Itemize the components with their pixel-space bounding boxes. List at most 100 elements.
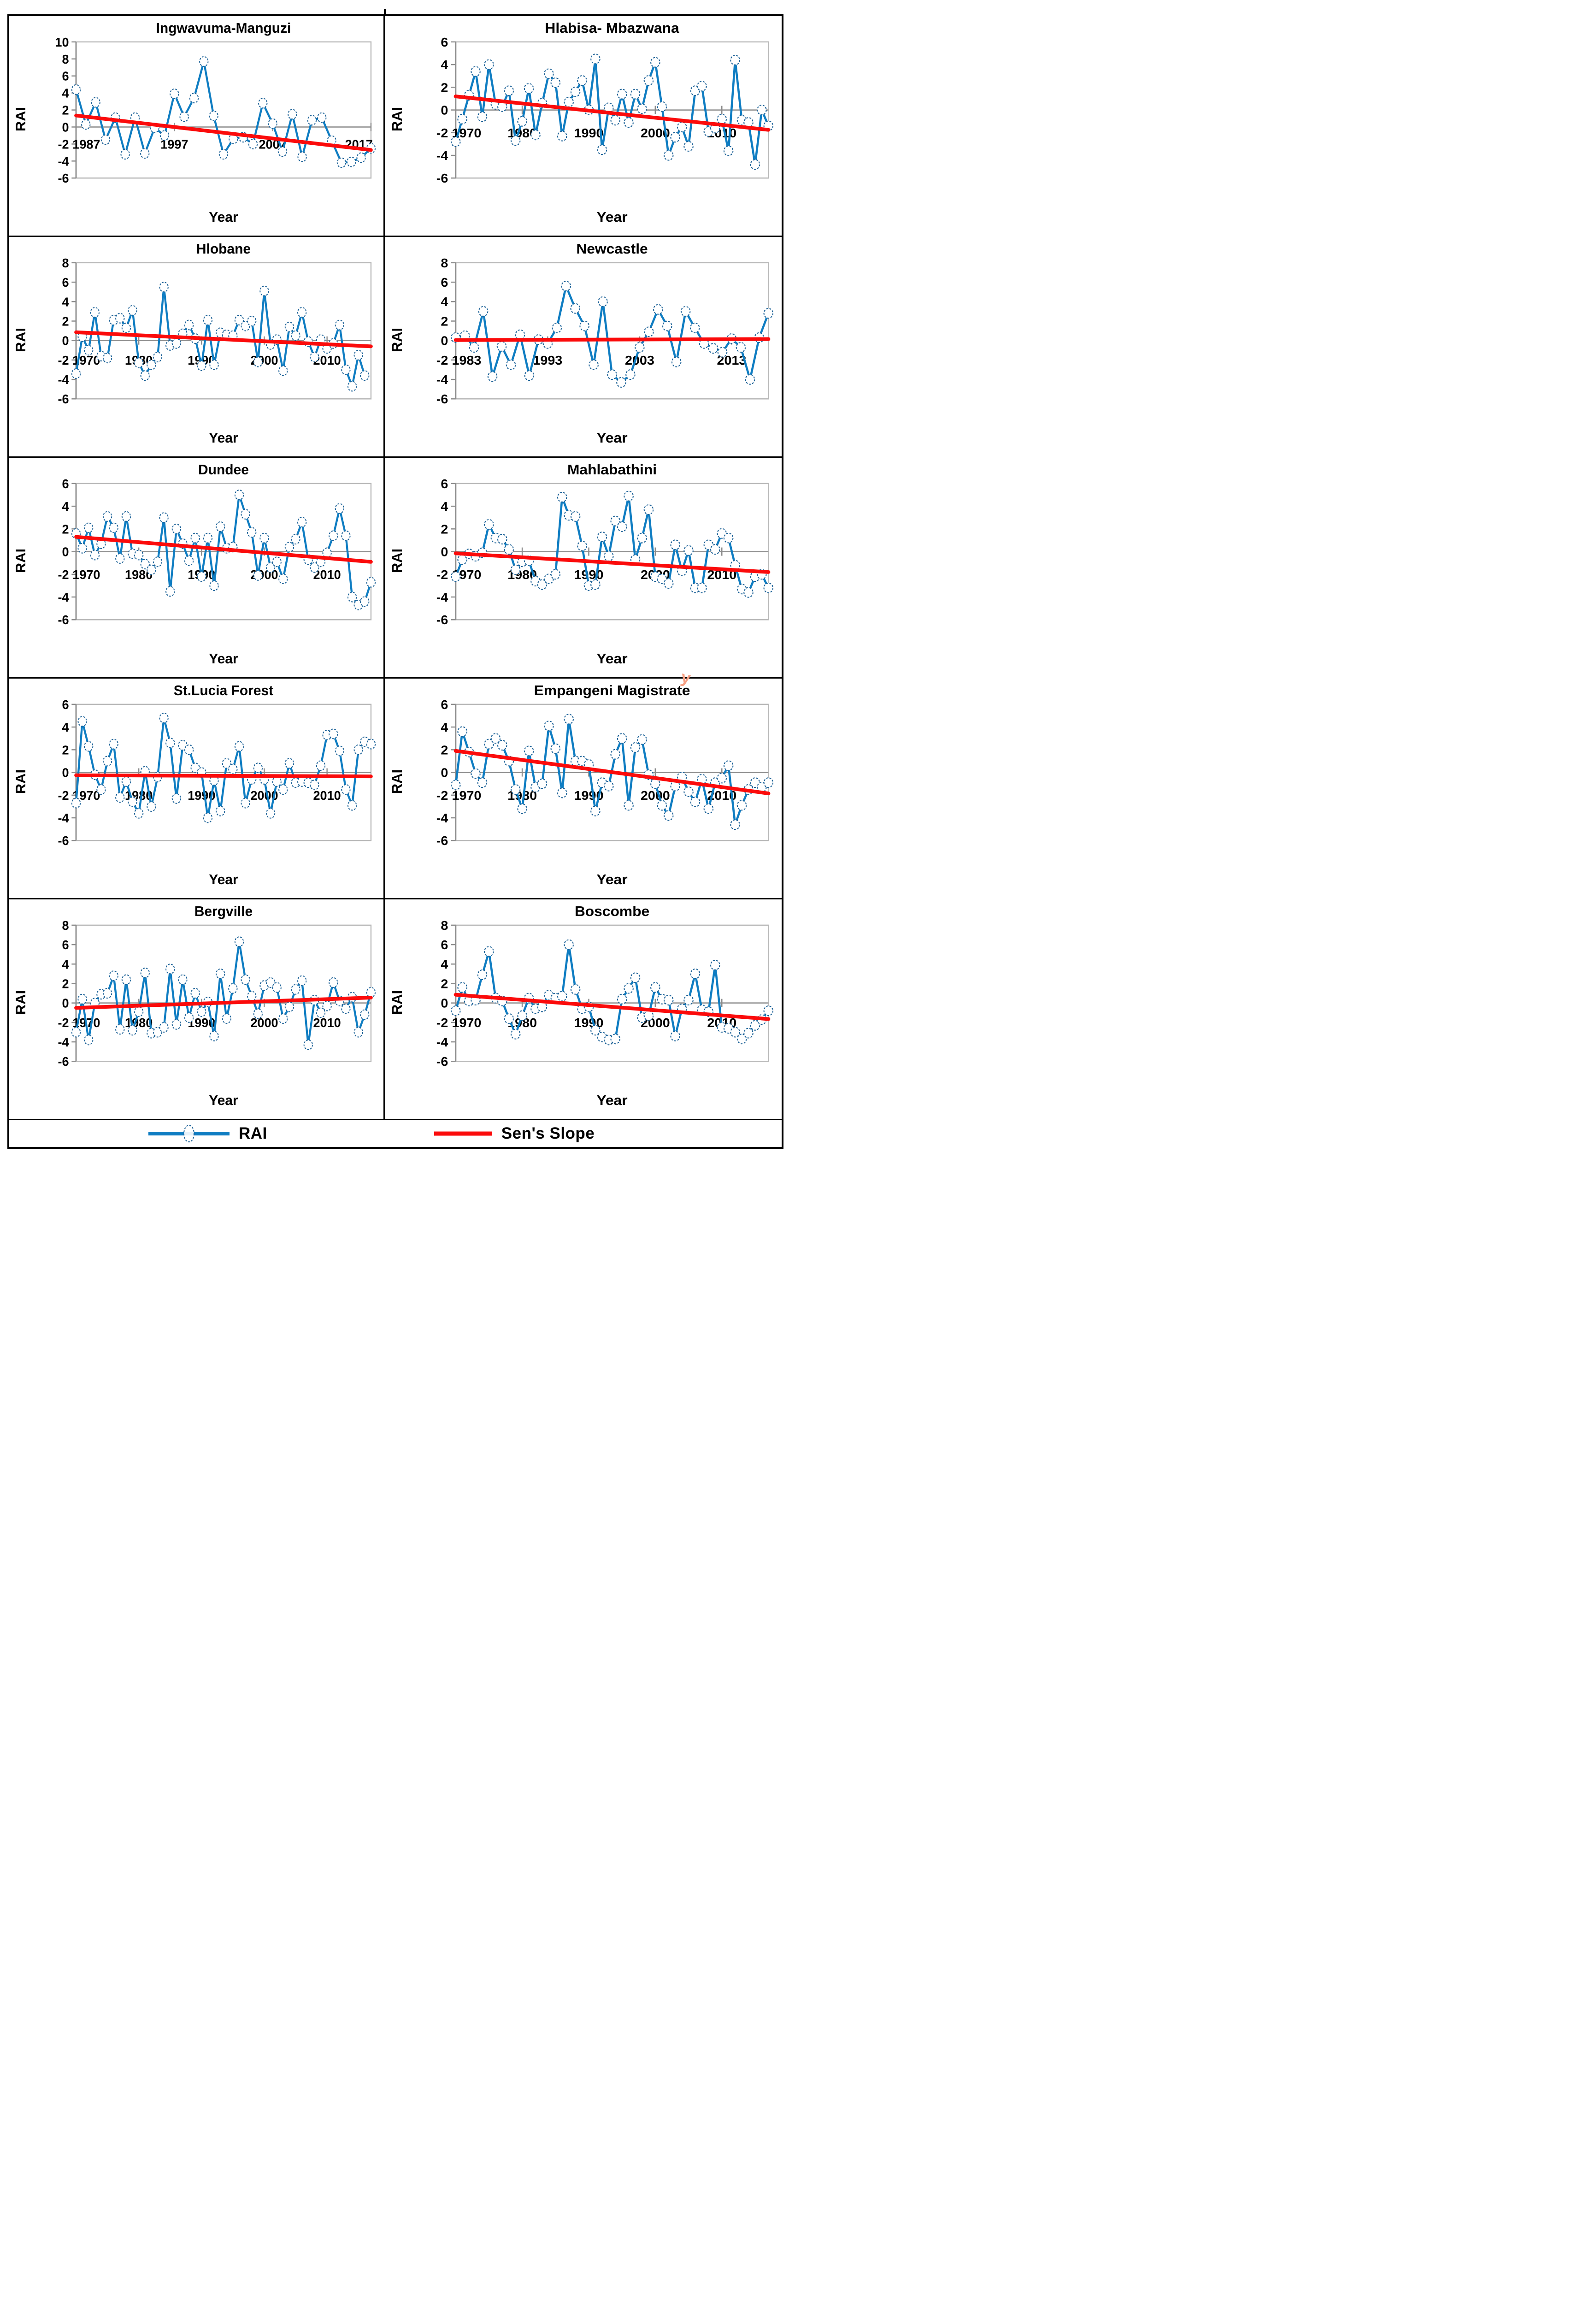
legend-item-rai: RAI	[147, 1123, 267, 1144]
data-point-marker	[115, 1024, 125, 1035]
data-point-marker	[184, 744, 194, 755]
data-point-marker	[487, 371, 498, 382]
data-point-marker	[537, 778, 548, 789]
data-point-marker	[228, 763, 238, 774]
data-point-marker	[153, 1027, 163, 1038]
data-point-marker	[234, 314, 244, 325]
y-tick-label: -4	[58, 1035, 69, 1049]
data-point-marker	[537, 1001, 548, 1012]
x-axis-label: Year	[209, 430, 238, 446]
data-point-marker	[690, 797, 701, 808]
data-point-marker	[347, 591, 357, 603]
data-point-marker	[234, 490, 244, 500]
y-tick-label: 4	[62, 499, 69, 514]
y-tick-label: 4	[62, 957, 69, 971]
legend-item-sens-slope: Sen's Slope	[433, 1123, 595, 1144]
data-point-marker	[625, 369, 636, 380]
data-point-marker	[484, 519, 494, 530]
chart-panel-st-lucia-forest: 6 4 2 0 -2 -4 -6 1970 1980 1990 2000 2010 St.Lucia F…	[9, 679, 383, 898]
data-point-marker	[690, 85, 701, 96]
sen-slope-line	[74, 773, 373, 779]
data-point-marker	[247, 315, 257, 326]
data-point-marker	[288, 109, 297, 120]
data-point-marker	[329, 530, 338, 541]
chart-title: Hlabisa- Mbazwana	[545, 20, 679, 36]
data-point-marker	[272, 776, 282, 787]
y-tick-label: -2	[436, 1016, 448, 1030]
y-tick-label: 0	[441, 766, 448, 780]
data-point-marker	[91, 97, 100, 108]
data-point-marker	[736, 342, 746, 353]
data-point-marker	[203, 532, 213, 544]
y-tick-label: 4	[441, 295, 448, 310]
y-tick-label: -4	[58, 154, 69, 168]
data-point-marker	[189, 93, 199, 104]
data-point-marker	[477, 111, 488, 122]
y-axis-label: RAI	[389, 990, 405, 1015]
y-tick-label: 0	[441, 996, 448, 1011]
data-point-marker	[635, 342, 645, 353]
data-point-marker	[184, 319, 194, 331]
y-tick-label: 2	[62, 522, 69, 536]
data-point-marker	[159, 130, 170, 141]
data-point-marker	[650, 57, 660, 68]
data-point-marker	[115, 553, 125, 564]
data-point-marker	[624, 491, 634, 502]
y-tick-label: -2	[58, 353, 69, 367]
data-point-marker	[497, 101, 507, 112]
chart-panel-ingwavuma-manguzi: 10 8 6 4 2 0 -2 -4 -6 1987 1997 2007 2017 Ingwavuma-M…	[9, 16, 383, 236]
data-point-marker	[750, 1020, 760, 1031]
data-point-marker	[510, 564, 521, 575]
data-point-marker	[209, 359, 219, 370]
y-tick-label: 6	[441, 35, 448, 50]
data-point-marker	[165, 963, 175, 975]
data-point-marker	[216, 968, 225, 979]
data-point-marker	[504, 85, 514, 96]
y-tick-label: -2	[436, 353, 448, 368]
data-point-marker	[730, 819, 740, 830]
data-point-marker	[517, 116, 527, 127]
data-point-marker	[84, 522, 94, 533]
data-point-marker	[510, 784, 521, 795]
data-point-marker	[222, 758, 231, 769]
data-point-marker	[341, 1003, 351, 1014]
data-point-marker	[670, 1030, 680, 1041]
data-point-marker	[743, 587, 754, 598]
data-point-marker	[496, 341, 507, 352]
data-point-marker	[717, 773, 727, 784]
data-point-marker	[657, 800, 667, 811]
data-point-marker	[284, 1001, 294, 1012]
data-point-marker	[272, 556, 282, 567]
data-point-marker	[184, 555, 194, 566]
x-year-label: 1983	[452, 353, 482, 368]
data-point-marker	[366, 577, 376, 588]
data-point-marker	[159, 1022, 169, 1033]
data-point-marker	[109, 739, 118, 750]
y-tick-label: -4	[436, 811, 448, 826]
y-tick-label: -6	[58, 171, 69, 185]
data-point-marker	[710, 544, 720, 555]
data-point-marker	[457, 726, 467, 737]
chart-svg: 6420-2-4-619701980199020002010Mahlabathi…	[389, 461, 774, 667]
y-tick-label: 6	[62, 275, 69, 290]
data-point-marker	[347, 800, 357, 811]
data-point-marker	[577, 75, 587, 86]
data-point-marker	[71, 798, 81, 809]
data-point-marker	[171, 793, 181, 804]
data-point-marker	[703, 803, 714, 814]
data-point-marker	[216, 521, 225, 532]
data-point-marker	[121, 974, 131, 985]
data-point-marker	[253, 762, 263, 774]
y-tick-label: -4	[58, 590, 69, 604]
data-point-marker	[291, 534, 300, 544]
rai-swatch-marker	[183, 1125, 194, 1142]
data-point-marker	[736, 800, 747, 811]
data-point-marker	[303, 1039, 313, 1050]
data-point-marker	[184, 1012, 194, 1023]
y-tick-label: -4	[436, 590, 448, 605]
data-point-marker	[550, 743, 561, 754]
sen-slope-line	[74, 996, 373, 1010]
data-point-marker	[670, 132, 680, 143]
data-point-marker	[743, 1028, 754, 1039]
data-point-marker	[216, 805, 225, 816]
